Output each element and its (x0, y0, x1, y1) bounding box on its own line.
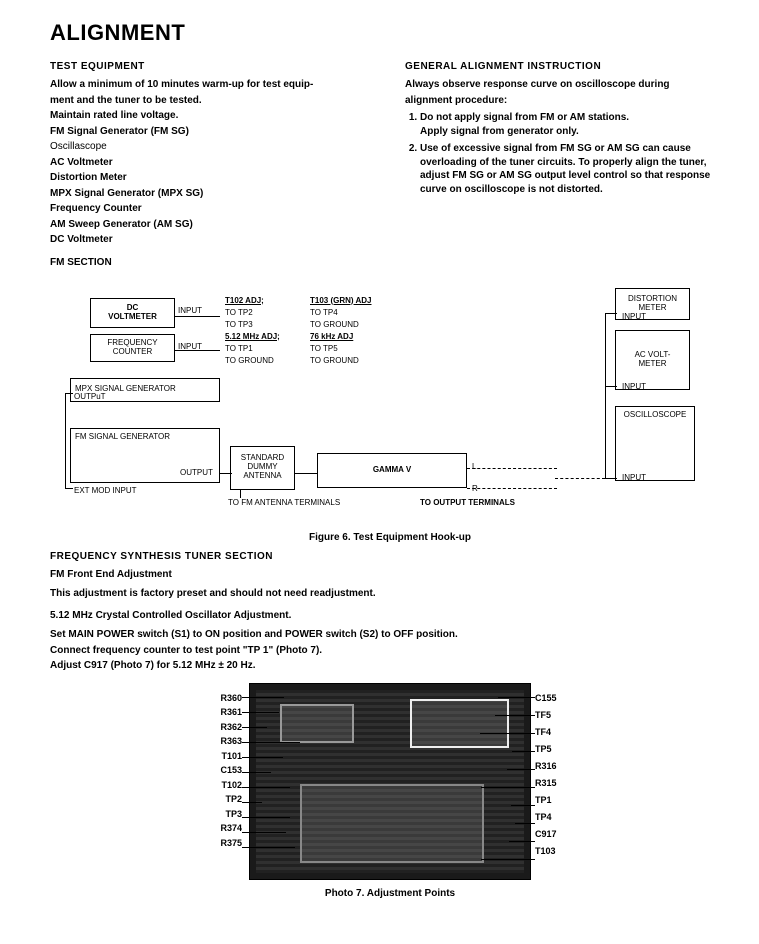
distortion-input-label: INPUT (622, 312, 646, 322)
photo7-wrap: R360 R361 R362 R363 T101 C153 T102 TP2 T… (190, 683, 590, 899)
crystal-osc-heading: 5.12 MHz Crystal Controlled Oscillator A… (50, 609, 730, 623)
photo7-image (249, 683, 531, 880)
test-equipment-heading: TEST EQUIPMENT (50, 61, 375, 72)
right-column: GENERAL ALIGNMENT INSTRUCTION Always obs… (405, 61, 730, 278)
photo-right-labels: C155 TF5 TF4 TP5 R316 R315 TP1 TP4 C917 … (535, 693, 590, 856)
dummy-antenna-box: STANDARD DUMMY ANTENNA (230, 446, 295, 490)
step-2: Use of excessive signal from FM SG or AM… (420, 142, 730, 196)
equip-oscope: Oscillascope (50, 140, 375, 154)
label-t102: T102 (190, 780, 242, 790)
fm-front-end-heading: FM Front End Adjustment (50, 568, 730, 582)
warmup-line2: ment and the tuner to be tested. (50, 94, 375, 108)
dc-voltmeter-box: DC VOLTMETER (90, 298, 175, 328)
equip-dc-voltmeter: DC Voltmeter (50, 233, 375, 247)
ac-voltmeter-box: AC VOLT- METER (615, 330, 690, 390)
label-r363: R363 (190, 736, 242, 746)
mpx-output-label: OUTPuT (74, 392, 106, 402)
label-tf5: TF5 (535, 710, 590, 720)
step-1: Do not apply signal from FM or AM statio… (420, 111, 730, 138)
to-tp5-label: TO TP5 (310, 344, 338, 354)
label-tp5: TP5 (535, 744, 590, 754)
label-r360: R360 (190, 693, 242, 703)
figure6-caption: Figure 6. Test Equipment Hook-up (50, 532, 730, 543)
oscilloscope-box: OSCILLOSCOPE (615, 406, 695, 481)
equip-line-voltage: Maintain rated line voltage. (50, 109, 375, 123)
label-t103: T103 (535, 846, 590, 856)
observe-line2: alignment procedure: (405, 94, 730, 108)
channel-l-label: L (472, 462, 476, 472)
set-main-line2: Connect frequency counter to test point … (50, 644, 730, 658)
to-tp4-label: TO TP4 (310, 308, 338, 318)
label-r375: R375 (190, 838, 242, 848)
steps-list: Do not apply signal from FM or AM statio… (405, 111, 730, 196)
to-ground-label-1: TO GROUND (310, 320, 359, 330)
left-column: TEST EQUIPMENT Allow a minimum of 10 min… (50, 61, 375, 278)
label-tp4: TP4 (535, 812, 590, 822)
ac-voltmeter-input-label: INPUT (622, 382, 646, 392)
to-output-label: TO OUTPUT TERMINALS (420, 498, 515, 508)
fm-output-label: OUTPUT (180, 468, 213, 478)
oscope-input-label: INPUT (622, 473, 646, 483)
equip-distortion-meter: Distortion Meter (50, 171, 375, 185)
label-r315: R315 (535, 778, 590, 788)
factory-preset-note: This adjustment is factory preset and sh… (50, 587, 730, 601)
ext-mod-label: EXT MOD INPUT (74, 486, 137, 496)
to-ground-label-3: TO GROUND (310, 356, 359, 366)
page-title: ALIGNMENT (50, 20, 730, 46)
photo7-caption: Photo 7. Adjustment Points (190, 888, 590, 899)
to-tp2-label: TO TP2 (225, 308, 253, 318)
label-tp2: TP2 (190, 794, 242, 804)
label-c153: C153 (190, 765, 242, 775)
label-r361: R361 (190, 707, 242, 717)
hookup-diagram: DC VOLTMETER FREQUENCY COUNTER INPUT INP… (50, 288, 700, 528)
set-main-line1: Set MAIN POWER switch (S1) to ON positio… (50, 628, 730, 642)
to-ground-label-2: TO GROUND (225, 356, 274, 366)
fm-section-label: FM SECTION (50, 257, 375, 268)
equip-freq-counter: Frequency Counter (50, 202, 375, 216)
label-r374: R374 (190, 823, 242, 833)
general-alignment-heading: GENERAL ALIGNMENT INSTRUCTION (405, 61, 730, 72)
label-t101: T101 (190, 751, 242, 761)
label-r362: R362 (190, 722, 242, 732)
label-r316: R316 (535, 761, 590, 771)
observe-line1: Always observe response curve on oscillo… (405, 78, 730, 92)
to-tp3-label: TO TP3 (225, 320, 253, 330)
gamma-v-box: GAMMA V (317, 453, 467, 488)
to-tp1-label: TO TP1 (225, 344, 253, 354)
equip-am-sg: AM Sweep Generator (AM SG) (50, 218, 375, 232)
label-tp3: TP3 (190, 809, 242, 819)
step1-line2: Apply signal from generator only. (420, 126, 579, 137)
warmup-line1: Allow a minimum of 10 minutes warm-up fo… (50, 78, 375, 92)
label-tp1: TP1 (535, 795, 590, 805)
freq-counter-box: FREQUENCY COUNTER (90, 334, 175, 362)
input-label-1: INPUT (178, 306, 202, 316)
to-fm-antenna-label: TO FM ANTENNA TERMINALS (228, 498, 340, 508)
label-c917: C917 (535, 829, 590, 839)
photo-left-labels: R360 R361 R362 R363 T101 C153 T102 TP2 T… (190, 693, 242, 848)
label-tf4: TF4 (535, 727, 590, 737)
step1-line1: Do not apply signal from FM or AM statio… (420, 112, 629, 123)
equip-mpx-sg: MPX Signal Generator (MPX SG) (50, 187, 375, 201)
t102-adj-label: T102 ADJ; (225, 296, 264, 306)
t103-adj-label: T103 (GRN) ADJ (310, 296, 372, 306)
columns: TEST EQUIPMENT Allow a minimum of 10 min… (50, 61, 730, 278)
set-main-line3: Adjust C917 (Photo 7) for 5.12 MHz ± 20 … (50, 659, 730, 673)
mhz512-label: 5.12 MHz ADJ; (225, 332, 280, 342)
equip-ac-voltmeter: AC Voltmeter (50, 156, 375, 170)
khz76-label: 76 kHz ADJ (310, 332, 353, 342)
equip-fm-sg: FM Signal Generator (FM SG) (50, 125, 375, 139)
freq-synth-heading: FREQUENCY SYNTHESIS TUNER SECTION (50, 551, 730, 562)
label-c155: C155 (535, 693, 590, 703)
